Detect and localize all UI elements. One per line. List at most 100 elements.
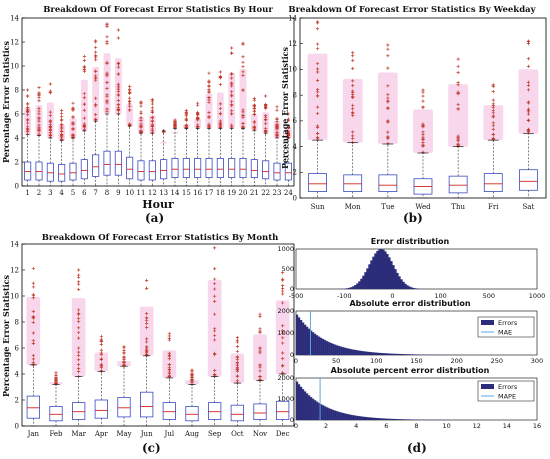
histogram-bar	[358, 350, 361, 355]
y-tick-label: 0	[290, 351, 294, 359]
outlier-point	[71, 121, 75, 126]
histogram-bar	[332, 343, 335, 355]
outlier-point	[218, 122, 222, 127]
histogram-bar	[410, 419, 413, 420]
outlier-point	[77, 282, 81, 286]
outlier-point	[26, 88, 30, 92]
outlier-point	[60, 127, 64, 131]
x-tick-label: Thu	[451, 203, 465, 211]
outlier-point	[26, 106, 30, 110]
histogram-bar	[360, 278, 363, 289]
x-tick-label: 100	[434, 292, 446, 300]
legend-swatch-errors	[481, 320, 494, 325]
y-tick-label: 12	[10, 38, 19, 46]
outlier-point	[207, 80, 211, 84]
x-tick-label: 12	[148, 189, 157, 197]
outlier-point	[94, 45, 98, 49]
outlier-point	[99, 348, 103, 352]
histogram-bar	[350, 414, 353, 420]
histogram-bar	[334, 344, 337, 355]
outlier-point	[281, 324, 285, 328]
outlier-point	[54, 378, 58, 382]
histogram-bar	[350, 287, 353, 289]
histogram-bar	[364, 272, 367, 289]
outlier-point	[48, 91, 52, 95]
panel-b-title: Breakdown Of Forecast Error Statistics B…	[288, 5, 536, 15]
x-tick-label: Mar	[71, 430, 86, 438]
histogram-bar	[358, 281, 361, 289]
x-tick-label: Jul	[164, 430, 175, 438]
histogram-bar	[344, 413, 347, 420]
outlier-point	[31, 285, 35, 289]
x-tick-label: 4	[354, 422, 358, 430]
outlier-point	[94, 55, 98, 59]
histogram-bar	[364, 416, 367, 420]
outlier-point	[26, 110, 30, 114]
histogram-bar	[346, 413, 349, 420]
outlier-point	[145, 322, 149, 326]
outlier-point	[99, 365, 103, 369]
histogram-bar	[392, 353, 395, 355]
outlier-point	[105, 109, 109, 114]
x-tick-label: 13	[159, 189, 168, 197]
outlier-point	[105, 42, 109, 46]
outlier-point	[235, 344, 239, 349]
outlier-point	[491, 127, 495, 131]
outlier-point	[184, 110, 188, 114]
y-tick-label: 4	[293, 143, 298, 151]
outlier-point	[386, 106, 390, 110]
histogram-bar	[298, 384, 301, 420]
x-tick-label: 300	[531, 357, 543, 365]
histogram-bar	[374, 417, 377, 420]
y-tick-label: 6	[293, 117, 298, 125]
box	[253, 403, 267, 420]
histogram-bar	[372, 352, 375, 355]
outlier-point	[167, 371, 171, 376]
histogram-bar	[348, 414, 351, 420]
panel-c-axes	[21, 243, 295, 427]
outlier-point	[213, 338, 217, 342]
x-tick-label: 250	[491, 357, 503, 365]
outlier-point	[116, 65, 120, 69]
histogram-bar	[372, 417, 375, 420]
outlier-point	[99, 334, 103, 338]
histogram-bar	[400, 279, 403, 289]
y-tick-label: 8	[15, 86, 19, 94]
outlier-point	[230, 81, 234, 85]
outlier-point	[315, 70, 320, 74]
histogram-bar	[400, 354, 403, 355]
y-tick-label: 2	[15, 396, 19, 404]
outlier-point	[258, 314, 262, 319]
outlier-point	[386, 120, 390, 124]
outlier-point	[105, 71, 109, 75]
histogram-bar	[306, 393, 309, 420]
outlier-point	[128, 88, 132, 92]
outlier-point	[116, 98, 120, 103]
outlier-point	[235, 361, 239, 365]
histogram-bar	[368, 417, 371, 420]
outlier-point	[71, 133, 75, 138]
outlier-point	[150, 109, 154, 113]
histogram-bar	[306, 326, 309, 355]
outlier-point	[421, 140, 425, 145]
outlier-point	[139, 104, 143, 108]
outlier-point	[207, 87, 211, 92]
histogram-bar	[322, 339, 325, 355]
histogram-bar	[380, 352, 383, 355]
outlier-point	[31, 341, 35, 345]
box	[378, 174, 398, 192]
histogram-bar	[384, 418, 387, 420]
histogram-bar	[384, 251, 387, 289]
outlier-point	[281, 289, 285, 293]
outlier-point	[315, 42, 320, 46]
histogram-bar	[324, 340, 327, 355]
panel-c-label: (c)	[142, 441, 161, 455]
outlier-point	[258, 330, 262, 335]
y-tick-label: 0	[290, 285, 294, 293]
outlier-point	[281, 271, 285, 275]
outlier-point	[230, 94, 234, 98]
outlier-point	[207, 71, 211, 75]
y-tick-label: 0	[293, 194, 297, 202]
histogram-bar	[402, 419, 405, 420]
